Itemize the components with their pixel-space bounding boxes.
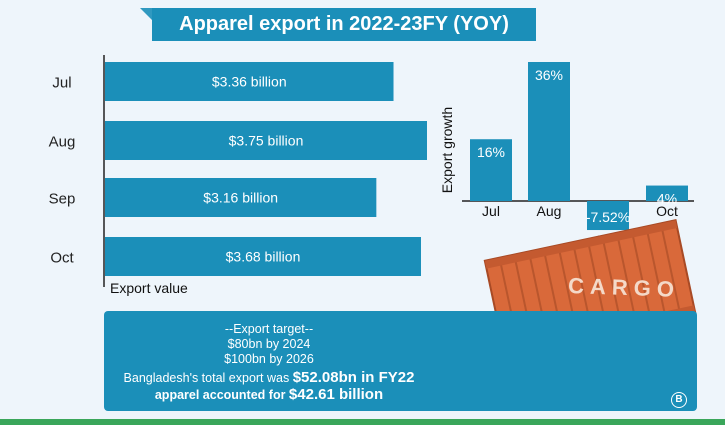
bar-jul <box>105 62 394 101</box>
data-label: $3.16 billion <box>203 190 278 206</box>
growth-category-label: Jul <box>482 203 500 219</box>
apparel-share-line: apparel accounted for $42.61 billion <box>104 386 434 403</box>
export-target-2026: $100bn by 2026 <box>224 352 314 366</box>
container-label: CARGO <box>568 273 681 302</box>
info-box <box>104 311 697 411</box>
total-export-value: $52.08bn in FY22 <box>292 369 415 386</box>
growth-bar-oct <box>646 185 688 201</box>
bar-aug <box>105 121 427 160</box>
growth-data-label: 4% <box>657 191 677 207</box>
bar-sep <box>105 178 377 217</box>
title-banner <box>152 8 536 41</box>
growth-data-label: 16% <box>477 144 505 160</box>
total-export-line: Bangladesh's total export was $52.08bn i… <box>104 369 434 386</box>
x-axis-label: Export value <box>110 280 188 296</box>
growth-bar-sep <box>587 201 629 231</box>
growth-data-label: -7.52% <box>586 209 630 225</box>
category-label: Aug <box>49 134 76 151</box>
chart-title: Apparel export in 2022-23FY (YOY) <box>179 13 509 35</box>
export-target-heading: --Export target-- <box>224 322 314 336</box>
bar-oct <box>105 237 421 276</box>
total-export-prefix: Bangladesh's total export was <box>123 371 293 385</box>
publisher-logo: B <box>671 392 687 408</box>
growth-bar-aug <box>528 62 570 201</box>
category-label: Oct <box>50 250 74 267</box>
category-label: Sep <box>49 191 76 208</box>
growth-category-label: Aug <box>537 203 562 219</box>
apparel-share-prefix: apparel accounted for <box>154 388 289 402</box>
data-label: $3.36 billion <box>212 74 287 90</box>
growth-category-label: Oct <box>656 203 678 219</box>
growth-data-label: 36% <box>535 67 563 83</box>
y-axis-label: Export growth <box>439 107 455 193</box>
export-target-2024: $80bn by 2024 <box>227 337 311 351</box>
bottom-strip <box>0 419 725 425</box>
data-label: $3.68 billion <box>226 249 301 265</box>
growth-bar-jul <box>470 139 512 201</box>
data-label: $3.75 billion <box>229 133 304 149</box>
apparel-share-value: $42.61 billion <box>288 386 384 403</box>
category-label: Jul <box>52 75 71 92</box>
